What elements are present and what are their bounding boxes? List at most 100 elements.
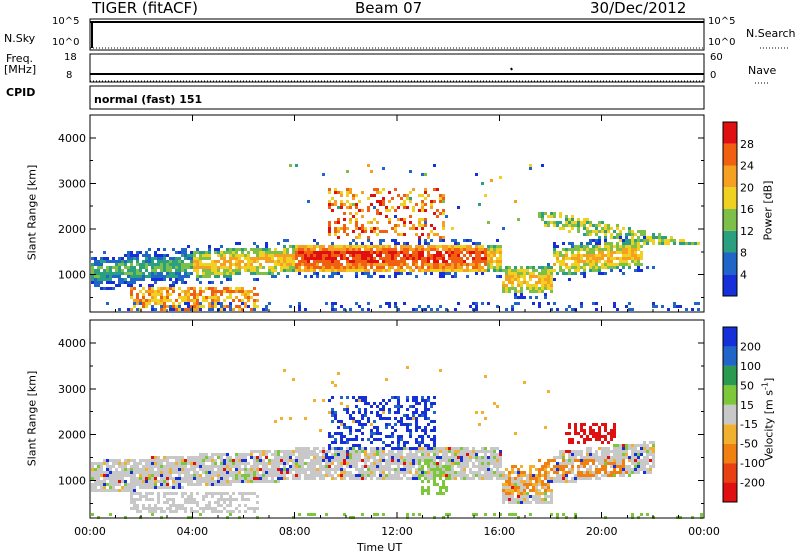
power-cell — [427, 242, 430, 245]
power-cell — [256, 251, 259, 254]
velocity-cell — [283, 477, 286, 480]
velocity-cell — [550, 477, 553, 480]
power-cell — [211, 269, 214, 272]
velocity-cell — [181, 477, 184, 480]
power-cell — [250, 308, 253, 311]
velocity-cell — [133, 477, 136, 480]
velocity-cell — [136, 483, 139, 486]
velocity-cell — [619, 462, 622, 465]
velocity-colorbar-tick: 200 — [740, 340, 761, 353]
velocity-cell — [433, 441, 436, 444]
power-cell — [139, 308, 142, 311]
velocity-cell — [223, 459, 226, 462]
power-cell — [256, 293, 259, 296]
velocity-cell — [550, 495, 553, 498]
power-cell — [400, 272, 403, 275]
velocity-cell — [571, 468, 574, 471]
velocity-cell — [598, 456, 601, 459]
power-cell — [541, 290, 544, 293]
velocity-cell — [307, 477, 310, 480]
velocity-cell — [442, 456, 445, 459]
power-cell — [274, 254, 277, 257]
power-cell — [289, 257, 292, 260]
power-cell — [637, 254, 640, 257]
velocity-cell — [229, 495, 232, 498]
velocity-cell — [631, 453, 634, 456]
velocity-cell — [421, 459, 424, 462]
velocity-cell — [427, 465, 430, 468]
velocity-cell — [208, 456, 211, 459]
velocity-cell — [301, 453, 304, 456]
velocity-cell — [421, 465, 424, 468]
power-cell — [553, 251, 556, 254]
velocity-cell — [514, 465, 517, 468]
velocity-cell — [355, 468, 358, 471]
velocity-cell — [274, 462, 277, 465]
power-cell — [193, 263, 196, 266]
velocity-cell — [505, 492, 508, 495]
velocity-cell — [382, 417, 385, 420]
velocity-cell — [319, 429, 322, 432]
velocity-cell — [568, 453, 571, 456]
power-cell — [451, 254, 454, 257]
power-cell — [643, 230, 646, 233]
velocity-cell — [157, 462, 160, 465]
velocity-cell — [376, 447, 379, 450]
velocity-cell — [451, 447, 454, 450]
velocity-cell — [586, 438, 589, 441]
velocity-cell — [154, 477, 157, 480]
power-cell — [238, 299, 241, 302]
velocity-cell — [349, 459, 352, 462]
power-cell — [307, 257, 310, 260]
velocity-cell — [433, 447, 436, 450]
velocity-cell — [559, 474, 562, 477]
power-cell — [577, 227, 580, 230]
power-cell — [448, 251, 451, 254]
power-cell — [376, 260, 379, 263]
velocity-cell — [154, 465, 157, 468]
power-cell — [346, 266, 349, 269]
power-cell — [154, 296, 157, 299]
power-cell — [367, 245, 370, 248]
velocity-cell — [433, 396, 436, 399]
power-cell — [151, 272, 154, 275]
velocity-cell — [562, 462, 565, 465]
velocity-cell — [427, 492, 430, 495]
power-cell — [163, 260, 166, 263]
power-cell — [343, 248, 346, 251]
power-cell — [349, 245, 352, 248]
power-cell — [394, 257, 397, 260]
velocity-cell — [505, 474, 508, 477]
power-cell — [427, 257, 430, 260]
velocity-cell — [538, 471, 541, 474]
velocity-cell — [205, 477, 208, 480]
velocity-cell — [160, 486, 163, 489]
power-cell — [172, 290, 175, 293]
power-cell — [577, 230, 580, 233]
velocity-cell — [226, 462, 229, 465]
velocity-cell — [580, 456, 583, 459]
velocity-cell — [340, 402, 343, 405]
velocity-cell — [220, 483, 223, 486]
velocity-cell — [145, 474, 148, 477]
power-cell — [181, 281, 184, 284]
power-cell — [148, 263, 151, 266]
velocity-cell — [550, 489, 553, 492]
power-cell — [241, 299, 244, 302]
power-cell — [595, 242, 598, 245]
power-cell — [349, 212, 352, 215]
velocity-cell — [196, 474, 199, 477]
power-cell — [199, 287, 202, 290]
velocity-cell — [445, 450, 448, 453]
velocity-cell — [184, 501, 187, 504]
velocity-cell — [439, 459, 442, 462]
velocity-cell — [373, 426, 376, 429]
velocity-cell — [451, 450, 454, 453]
power-cell — [490, 248, 493, 251]
velocity-cell — [403, 471, 406, 474]
power-cell — [433, 269, 436, 272]
power-cell — [328, 266, 331, 269]
power-cell — [652, 302, 655, 305]
power-cell — [529, 275, 532, 278]
velocity-cell — [397, 453, 400, 456]
